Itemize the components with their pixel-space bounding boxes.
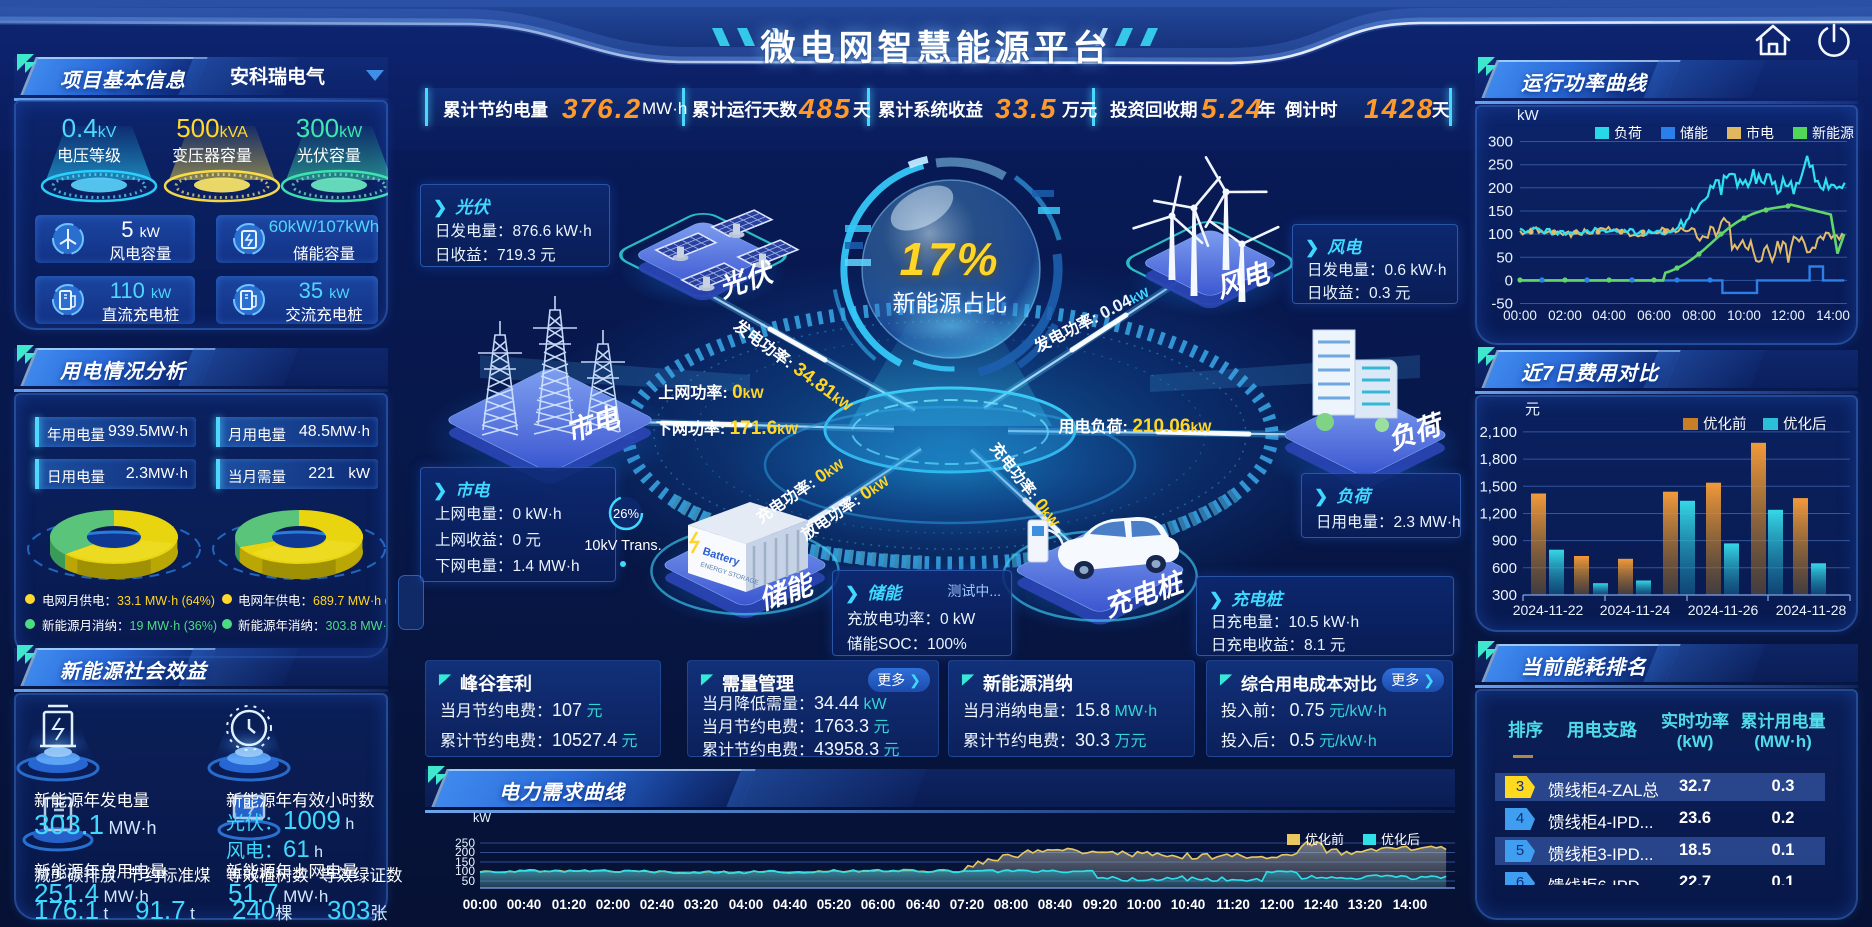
- svg-text:优化后: 优化后: [1783, 416, 1827, 433]
- svg-text:04:00: 04:00: [1592, 308, 1626, 323]
- svg-text:26%: 26%: [613, 506, 639, 521]
- svg-text:01:20: 01:20: [552, 897, 587, 912]
- svg-text:06:40: 06:40: [906, 897, 941, 912]
- svg-text:上网功率: 0kW: 上网功率: 0kW: [658, 382, 764, 403]
- svg-text:优化后: 优化后: [1381, 832, 1420, 847]
- svg-text:00:00: 00:00: [1503, 308, 1537, 323]
- svg-text:100: 100: [1488, 226, 1513, 243]
- svg-text:2024-11-28: 2024-11-28: [1776, 602, 1847, 618]
- svg-text:100: 100: [455, 864, 475, 878]
- svg-text:08:40: 08:40: [1038, 897, 1073, 912]
- svg-text:元: 元: [1525, 401, 1540, 418]
- svg-text:新能源: 新能源: [1812, 125, 1854, 141]
- svg-text:优化前: 优化前: [1305, 832, 1344, 847]
- svg-text:200: 200: [1488, 180, 1513, 197]
- svg-text:250: 250: [455, 836, 475, 850]
- svg-text:12:00: 12:00: [1260, 897, 1295, 912]
- svg-text:09:20: 09:20: [1083, 897, 1118, 912]
- svg-text:kW: kW: [473, 812, 491, 825]
- svg-text:2024-11-22: 2024-11-22: [1513, 602, 1584, 618]
- svg-text:300: 300: [1492, 587, 1517, 604]
- svg-text:06:00: 06:00: [1637, 308, 1671, 323]
- svg-text:07:20: 07:20: [950, 897, 985, 912]
- svg-text:1,500: 1,500: [1479, 478, 1517, 495]
- svg-text:14:00: 14:00: [1816, 308, 1850, 323]
- svg-text:300: 300: [1488, 134, 1513, 151]
- svg-text:负荷: 负荷: [1614, 125, 1642, 141]
- svg-text:-50: -50: [1491, 296, 1513, 313]
- svg-text:优化前: 优化前: [1703, 416, 1747, 433]
- svg-text:02:40: 02:40: [640, 897, 675, 912]
- svg-text:00:00: 00:00: [463, 897, 498, 912]
- svg-text:50: 50: [1496, 249, 1513, 266]
- svg-text:用电负荷: 210.06kW: 用电负荷: 210.06kW: [1059, 416, 1213, 437]
- svg-text:04:40: 04:40: [773, 897, 808, 912]
- svg-text:市电: 市电: [1746, 125, 1774, 141]
- svg-text:250: 250: [1488, 157, 1513, 174]
- svg-text:储能: 储能: [1680, 125, 1708, 141]
- svg-text:10kV Trans.: 10kV Trans.: [585, 538, 662, 554]
- svg-text:00:40: 00:40: [507, 897, 542, 912]
- svg-text:0: 0: [1505, 272, 1513, 289]
- svg-text:下网功率: 171.6kW: 下网功率: 171.6kW: [656, 418, 799, 439]
- svg-text:08:00: 08:00: [994, 897, 1029, 912]
- svg-text:05:20: 05:20: [817, 897, 852, 912]
- svg-text:900: 900: [1492, 533, 1517, 550]
- svg-text:02:00: 02:00: [1548, 308, 1582, 323]
- svg-text:08:00: 08:00: [1682, 308, 1716, 323]
- svg-text:2024-11-24: 2024-11-24: [1600, 602, 1671, 618]
- svg-text:13:20: 13:20: [1348, 897, 1383, 912]
- svg-text:150: 150: [1488, 203, 1513, 220]
- svg-text:50: 50: [462, 874, 476, 888]
- svg-text:200: 200: [455, 845, 475, 859]
- svg-text:06:00: 06:00: [861, 897, 896, 912]
- svg-text:10:40: 10:40: [1171, 897, 1206, 912]
- svg-text:12:40: 12:40: [1304, 897, 1339, 912]
- svg-text:2024-11-26: 2024-11-26: [1688, 602, 1759, 618]
- svg-text:14:00: 14:00: [1393, 897, 1428, 912]
- svg-text:11:20: 11:20: [1216, 897, 1250, 912]
- svg-text:600: 600: [1492, 560, 1517, 577]
- svg-text:04:00: 04:00: [729, 897, 764, 912]
- svg-text:03:20: 03:20: [684, 897, 719, 912]
- svg-text:12:00: 12:00: [1771, 308, 1805, 323]
- svg-text:1,800: 1,800: [1479, 451, 1517, 468]
- svg-text:02:00: 02:00: [596, 897, 631, 912]
- svg-text:10:00: 10:00: [1727, 308, 1761, 323]
- svg-text:10:00: 10:00: [1127, 897, 1162, 912]
- svg-text:1,200: 1,200: [1479, 506, 1517, 523]
- svg-text:2,100: 2,100: [1479, 424, 1517, 441]
- svg-text:150: 150: [455, 855, 475, 869]
- svg-text:kW: kW: [1517, 107, 1540, 124]
